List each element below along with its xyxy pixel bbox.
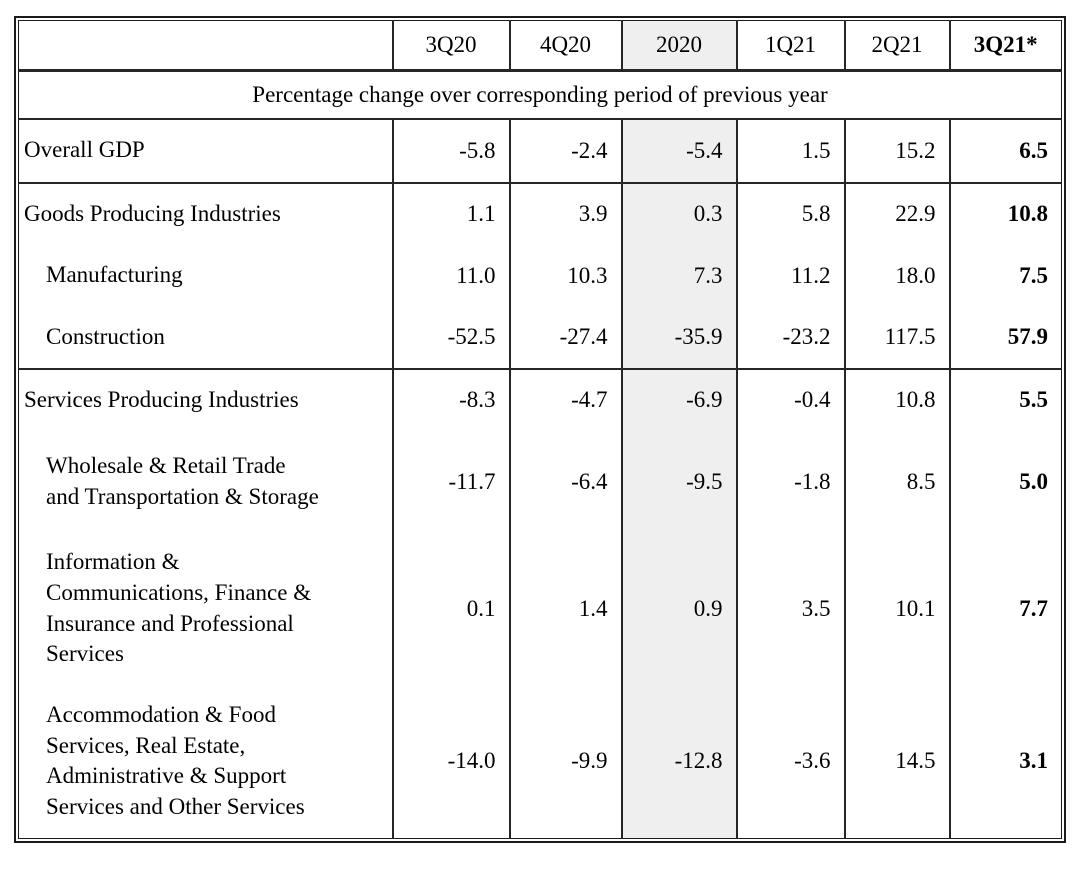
value-cell: 10.8 <box>948 182 1062 245</box>
value-cell: -35.9 <box>620 306 737 370</box>
value-cell: 1.4 <box>508 532 622 685</box>
value-cell: 0.1 <box>391 532 510 685</box>
value-cell: -3.6 <box>735 684 845 839</box>
value-cell: -9.5 <box>620 430 737 533</box>
header-4q20: 4Q20 <box>508 20 622 72</box>
table-row-manufacturing: Manufacturing 11.0 10.3 7.3 11.2 18.0 7.… <box>19 244 1062 307</box>
value-cell: -52.5 <box>391 306 510 370</box>
row-label: Wholesale & Retail Trade and Transportat… <box>46 452 319 509</box>
subheader-row: Percentage change over corresponding per… <box>18 70 1062 120</box>
value-cell: 8.5 <box>843 430 950 533</box>
value-cell: 5.8 <box>735 182 845 245</box>
table-row-overall-gdp: Overall GDP -5.8 -2.4 -5.4 1.5 15.2 6.5 <box>18 118 1062 184</box>
subheader-caption: Percentage change over corresponding per… <box>18 70 1062 120</box>
value-cell: -6.4 <box>508 430 622 533</box>
value-cell: 22.9 <box>843 182 950 245</box>
value-cell: -0.4 <box>735 368 845 431</box>
value-cell: 3.9 <box>508 182 622 245</box>
value-cell: 0.9 <box>620 532 737 685</box>
value-cell: 11.0 <box>391 244 510 307</box>
value-cell: 10.8 <box>843 368 950 431</box>
value-cell: 7.3 <box>620 244 737 307</box>
value-cell: 1.5 <box>735 118 845 184</box>
value-cell: 1.1 <box>391 182 510 245</box>
value-cell: 14.5 <box>843 684 950 839</box>
header-3q21: 3Q21* <box>948 20 1062 72</box>
row-label: Construction <box>18 306 393 370</box>
value-cell: 7.7 <box>948 532 1062 685</box>
value-cell: -2.4 <box>508 118 622 184</box>
value-cell: 18.0 <box>843 244 950 307</box>
value-cell: 3.1 <box>948 684 1062 839</box>
row-label: Overall GDP <box>18 118 393 184</box>
value-cell: 10.1 <box>843 532 950 685</box>
value-cell: 10.3 <box>508 244 622 307</box>
value-cell: -5.4 <box>620 118 737 184</box>
table-row-services-producing-industries: Services Producing Industries -8.3 -4.7 … <box>19 368 1062 431</box>
table-row-goods-producing-industries: Goods Producing Industries 1.1 3.9 0.3 5… <box>19 182 1062 245</box>
value-cell: 7.5 <box>948 244 1062 307</box>
row-label: Goods Producing Industries <box>24 200 281 226</box>
value-cell: 11.2 <box>735 244 845 307</box>
value-cell: 57.9 <box>948 306 1062 370</box>
value-cell: 6.5 <box>948 118 1062 184</box>
table-row-accommodation-food-realestate-admin-other: Accommodation & Food Services, Real Esta… <box>19 684 1062 839</box>
value-cell: 5.0 <box>948 430 1062 533</box>
value-cell: 3.5 <box>735 532 845 685</box>
value-cell: -12.8 <box>620 684 737 839</box>
table-row-wholesale-retail-transport-storage: Wholesale & Retail Trade and Transportat… <box>19 430 1062 533</box>
gdp-growth-table: 3Q20 4Q20 2020 1Q21 2Q21 3Q21* Percentag… <box>18 20 1062 839</box>
row-label: Manufacturing <box>46 262 183 288</box>
value-cell: -8.3 <box>391 368 510 431</box>
row-label: Accommodation & Food Services, Real Esta… <box>46 702 305 819</box>
value-cell: -5.8 <box>391 118 510 184</box>
value-cell: 5.5 <box>948 368 1062 431</box>
value-cell: 15.2 <box>843 118 950 184</box>
value-cell: -6.9 <box>620 368 737 431</box>
value-cell: -1.8 <box>735 430 845 533</box>
row-label: Services Producing Industries <box>24 386 299 412</box>
value-cell: -27.4 <box>508 306 622 370</box>
header-empty-cell <box>18 20 393 72</box>
header-1q21: 1Q21 <box>735 20 845 72</box>
header-3q20: 3Q20 <box>391 20 510 72</box>
row-label: Information & Communications, Finance & … <box>46 549 312 667</box>
value-cell: -23.2 <box>735 306 845 370</box>
value-cell: 117.5 <box>843 306 950 370</box>
header-row: 3Q20 4Q20 2020 1Q21 2Q21 3Q21* <box>18 20 1062 72</box>
value-cell: -14.0 <box>391 684 510 839</box>
value-cell: -11.7 <box>391 430 510 533</box>
table-row-construction: Construction -52.5 -27.4 -35.9 -23.2 117… <box>18 306 1062 370</box>
gdp-table-wrapper: 3Q20 4Q20 2020 1Q21 2Q21 3Q21* Percentag… <box>14 16 1066 843</box>
value-cell: -4.7 <box>508 368 622 431</box>
value-cell: 0.3 <box>620 182 737 245</box>
table-row-info-comms-finance-insurance-professional: Information & Communications, Finance & … <box>19 532 1062 685</box>
value-cell: -9.9 <box>508 684 622 839</box>
header-2020: 2020 <box>620 20 737 72</box>
header-2q21: 2Q21 <box>843 20 950 72</box>
